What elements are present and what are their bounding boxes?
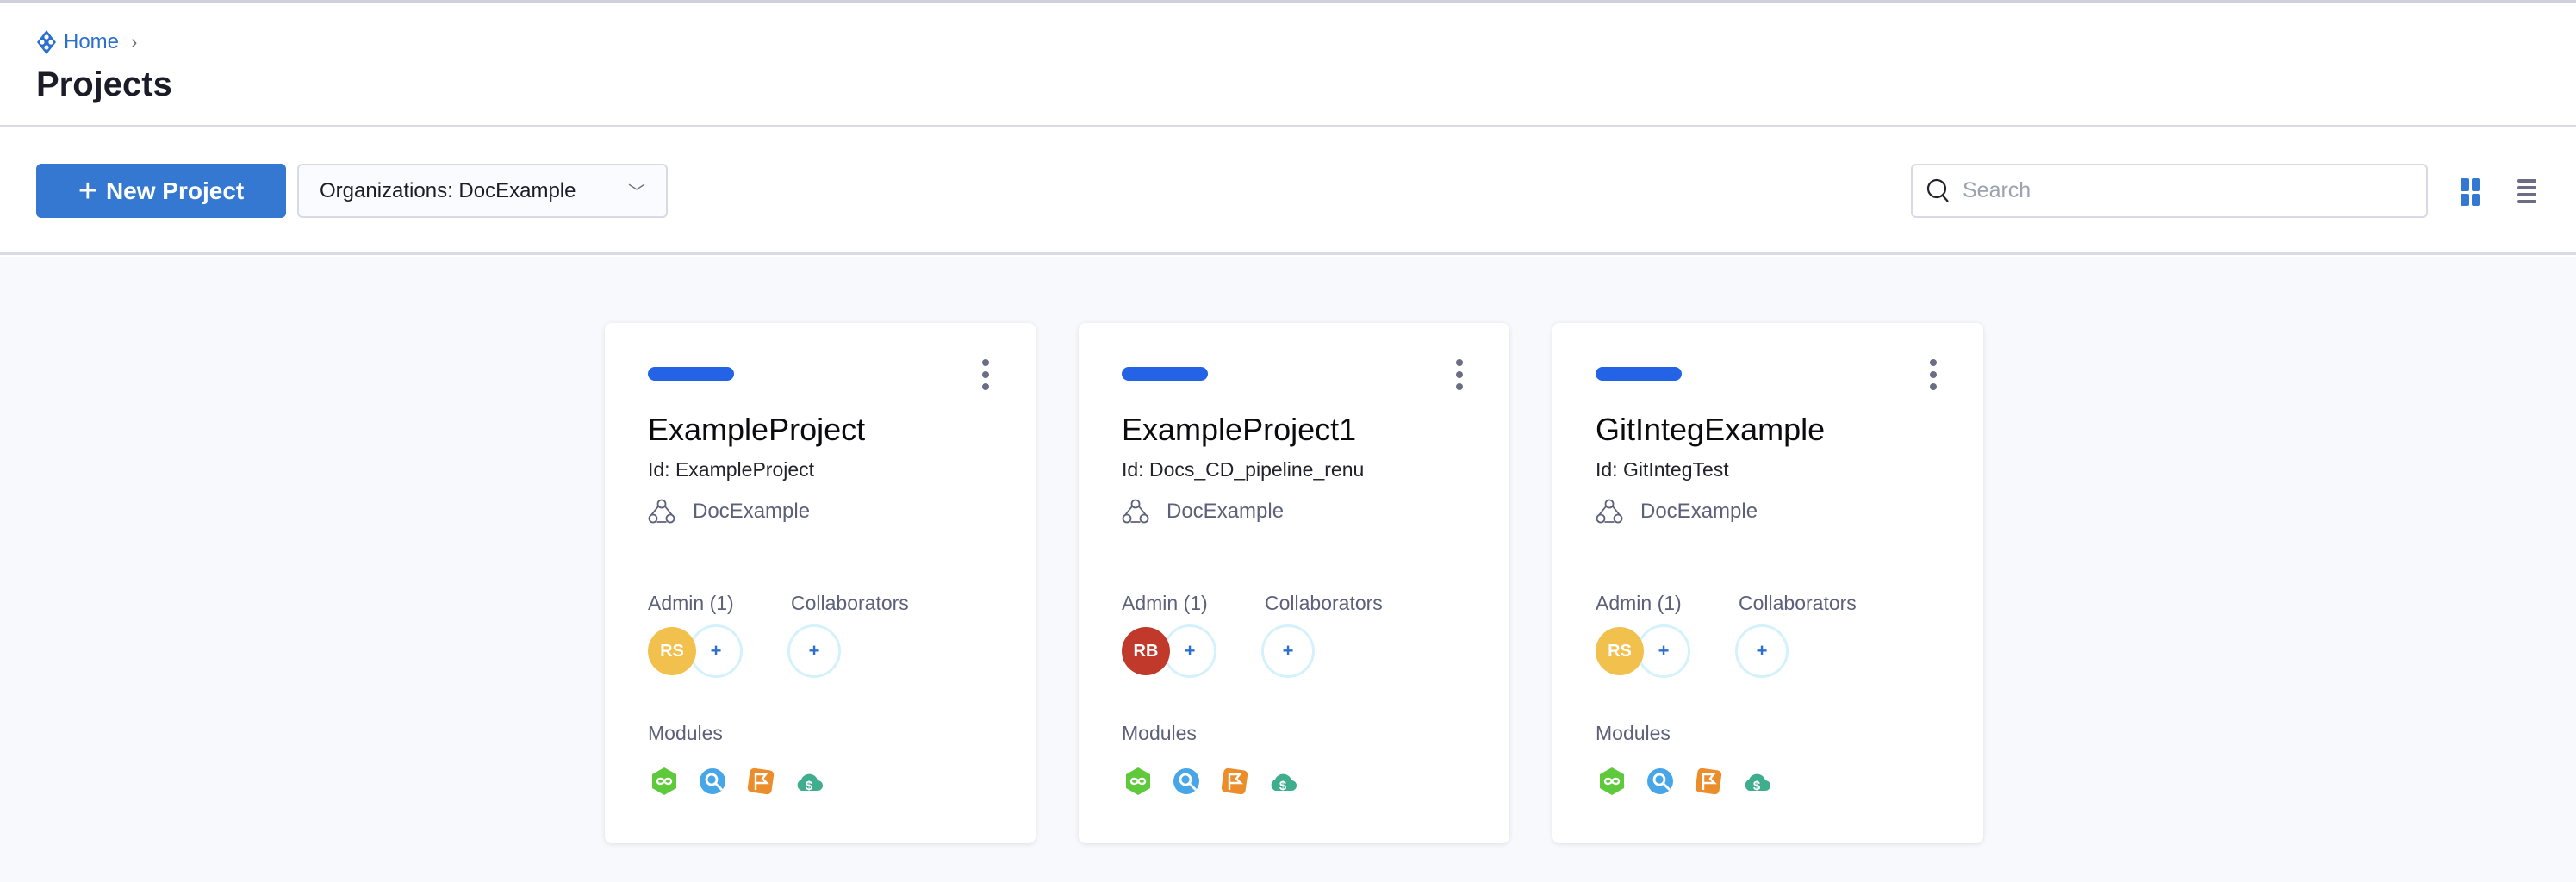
project-card[interactable]: GitIntegExample Id: GitIntegTest DocExam… <box>1552 323 1983 843</box>
more-options-icon[interactable] <box>977 359 994 390</box>
top-border <box>0 0 2576 3</box>
page-header: Home › Projects <box>0 3 2576 127</box>
modules-list: $ <box>1597 767 1771 796</box>
avatar[interactable]: RS <box>1596 627 1644 675</box>
plus-icon: + <box>808 640 820 662</box>
cd-icon[interactable] <box>1597 767 1627 796</box>
add-admin-button[interactable]: + <box>689 624 743 678</box>
new-project-label: New Project <box>105 177 245 204</box>
svg-text:$: $ <box>1753 779 1761 793</box>
organization-dropdown[interactable]: Organizations: DocExample ﹀ <box>297 164 668 218</box>
avatar-initials: RS <box>1608 641 1632 661</box>
chevron-down-icon: ﹀ <box>628 183 645 202</box>
project-id: Id: GitIntegTest <box>1596 458 1729 481</box>
project-card[interactable]: ExampleProject Id: ExampleProject DocExa… <box>605 323 1036 843</box>
admin-label: Admin (1) <box>1596 592 1682 614</box>
svg-text:$: $ <box>806 779 813 793</box>
add-collaborator-button[interactable]: + <box>1261 624 1315 678</box>
project-name: ExampleProject <box>648 412 866 447</box>
project-name: ExampleProject1 <box>1122 412 1357 447</box>
project-organization: DocExample <box>1122 499 1284 525</box>
project-id: Id: Docs_CD_pipeline_renu <box>1122 458 1365 481</box>
organization-name: DocExample <box>1167 500 1285 523</box>
plus-icon: + <box>78 172 97 209</box>
ff-icon[interactable] <box>1220 767 1249 796</box>
modules-label: Modules <box>1122 722 1197 744</box>
organization-dropdown-value: Organizations: DocExample <box>320 178 576 202</box>
modules-label: Modules <box>1596 722 1671 744</box>
organization-icon <box>648 499 675 524</box>
plus-icon: + <box>1184 640 1196 662</box>
home-logo-icon <box>37 30 56 54</box>
projects-grid: ExampleProject Id: ExampleProject DocExa… <box>0 257 2576 882</box>
project-organization: DocExample <box>1596 499 1758 525</box>
project-card[interactable]: ExampleProject1 Id: Docs_CD_pipeline_ren… <box>1079 323 1509 843</box>
ccm-icon[interactable]: $ <box>1742 767 1771 796</box>
svg-text:$: $ <box>1279 779 1287 793</box>
project-name: GitIntegExample <box>1596 412 1826 447</box>
collaborators-label: Collaborators <box>1265 592 1383 614</box>
new-project-button[interactable]: + New Project <box>36 164 286 218</box>
list-view-icon[interactable] <box>2517 179 2536 203</box>
avatar[interactable]: RB <box>1122 627 1170 675</box>
admin-label: Admin (1) <box>1122 592 1208 614</box>
add-admin-button[interactable]: + <box>1163 624 1216 678</box>
avatar-initials: RS <box>660 641 684 661</box>
search-input[interactable]: Search <box>1911 164 2428 218</box>
add-collaborator-button[interactable]: + <box>787 624 841 678</box>
project-id: Id: ExampleProject <box>648 458 815 481</box>
modules-list: $ <box>650 767 824 796</box>
more-options-icon[interactable] <box>1925 359 1942 390</box>
admin-label: Admin (1) <box>648 592 734 614</box>
ci-icon[interactable] <box>1646 767 1675 796</box>
ci-icon[interactable] <box>698 767 727 796</box>
grid-view-icon[interactable] <box>2461 178 2480 206</box>
breadcrumb-home-link[interactable]: Home <box>64 30 120 53</box>
organization-name: DocExample <box>693 500 811 523</box>
collaborators-label: Collaborators <box>791 592 909 614</box>
ff-icon[interactable] <box>746 767 775 796</box>
toolbar: + New Project Organizations: DocExample ﹀ … <box>0 130 2576 255</box>
modules-label: Modules <box>648 722 723 744</box>
more-options-icon[interactable] <box>1451 359 1468 390</box>
page-title: Projects <box>36 65 172 103</box>
add-admin-button[interactable]: + <box>1637 624 1690 678</box>
search-placeholder: Search <box>1963 178 2032 202</box>
organization-icon <box>1122 499 1149 524</box>
project-color-bar <box>1596 367 1682 381</box>
search-icon <box>1926 178 1949 202</box>
plus-icon: + <box>1658 640 1670 662</box>
plus-icon: + <box>1282 640 1294 662</box>
cd-icon[interactable] <box>650 767 679 796</box>
modules-list: $ <box>1123 767 1297 796</box>
avatar[interactable]: RS <box>648 627 696 675</box>
organization-icon <box>1596 499 1623 524</box>
plus-icon: + <box>1756 640 1768 662</box>
ff-icon[interactable] <box>1694 767 1723 796</box>
chevron-right-icon: › <box>131 31 138 53</box>
project-color-bar <box>648 367 734 381</box>
ccm-icon[interactable]: $ <box>1268 767 1297 796</box>
plus-icon: + <box>710 640 722 662</box>
project-color-bar <box>1122 367 1208 381</box>
breadcrumb: Home › <box>36 29 137 55</box>
project-organization: DocExample <box>648 499 810 525</box>
ccm-icon[interactable]: $ <box>794 767 824 796</box>
collaborators-label: Collaborators <box>1739 592 1857 614</box>
add-collaborator-button[interactable]: + <box>1735 624 1789 678</box>
ci-icon[interactable] <box>1172 767 1201 796</box>
organization-name: DocExample <box>1640 500 1758 523</box>
avatar-initials: RB <box>1133 641 1159 661</box>
cd-icon[interactable] <box>1123 767 1153 796</box>
